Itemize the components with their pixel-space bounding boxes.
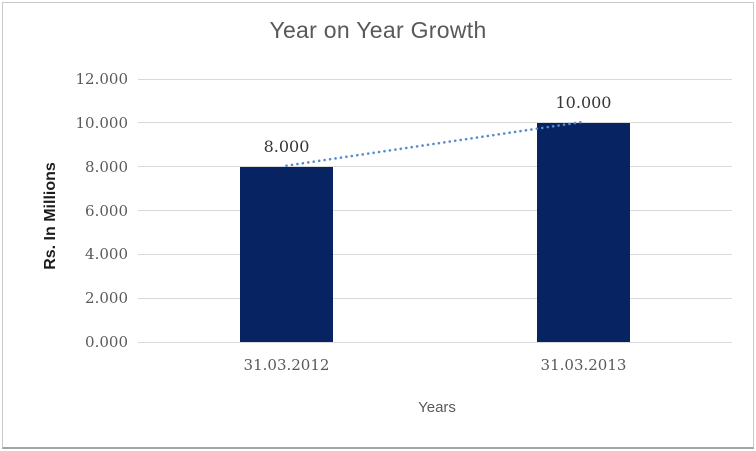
gridline — [138, 210, 732, 211]
y-axis-tick-label: 4.000 — [85, 245, 128, 264]
y-axis-tick-label: 2.000 — [85, 289, 128, 308]
chart-title: Year on Year Growth — [269, 17, 487, 43]
dotted-trendline — [285, 120, 585, 167]
gridline — [138, 122, 732, 124]
y-axis-tick-label: 6.000 — [85, 201, 128, 220]
y-axis-tick-label: 0.000 — [85, 333, 128, 351]
x-axis-category-label: 31.03.2012 — [243, 356, 330, 374]
gridline — [138, 166, 732, 168]
bar-31.03.2013 — [537, 122, 630, 342]
gridline — [138, 78, 732, 80]
gridline — [138, 341, 732, 343]
plot-area: 8.000 10.000 — [138, 78, 732, 343]
x-axis-category-label: 31.03.2013 — [540, 356, 627, 374]
y-axis-tick-label: 10.000 — [75, 113, 129, 132]
trendline-layer — [285, 120, 585, 167]
x-axis-title: Years — [418, 399, 456, 416]
bar-31.03.2012 — [240, 166, 333, 342]
y-axis-tick-label: 8.000 — [85, 157, 128, 176]
y-axis-title: Rs. In Millions — [42, 162, 59, 270]
y-axis-tick-label: 12.000 — [75, 70, 129, 88]
gridline — [138, 297, 732, 299]
gridline — [138, 253, 732, 255]
bar-data-label: 8.000 — [263, 136, 310, 156]
bar-data-label: 10.000 — [555, 92, 612, 112]
